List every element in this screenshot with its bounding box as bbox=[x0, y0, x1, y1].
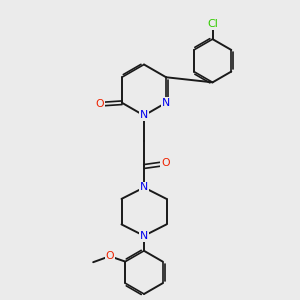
Text: Cl: Cl bbox=[207, 19, 218, 29]
Text: N: N bbox=[162, 98, 170, 108]
Text: O: O bbox=[95, 99, 104, 109]
Text: O: O bbox=[105, 251, 114, 261]
Text: N: N bbox=[140, 110, 148, 121]
Text: N: N bbox=[140, 182, 148, 193]
Text: N: N bbox=[140, 231, 148, 241]
Text: O: O bbox=[161, 158, 170, 169]
